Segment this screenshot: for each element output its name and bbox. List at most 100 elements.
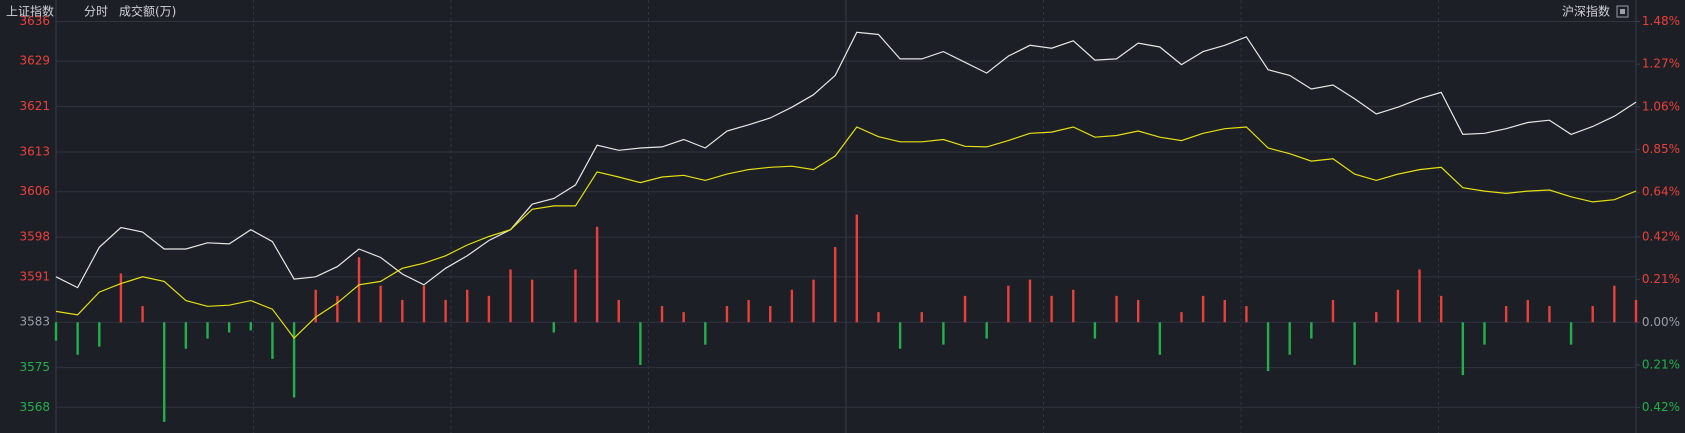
annotation: 成交额(万)	[119, 4, 176, 19]
volume-bar	[1050, 295, 1053, 323]
volume-bar	[271, 322, 274, 359]
volume-bar	[466, 289, 469, 323]
volume-bar	[1136, 299, 1140, 323]
volume-bar	[292, 322, 296, 398]
y2-tick-label: 0.21%	[1642, 357, 1680, 371]
volume-bar	[1331, 299, 1335, 323]
y-tick-label: 3621	[19, 99, 50, 113]
volume-bar	[1180, 312, 1183, 323]
volume-bar	[249, 322, 252, 331]
volume-bar	[1353, 322, 1356, 365]
chart-subtitle: 分时	[84, 5, 108, 19]
volume-bar	[379, 285, 382, 323]
chart-title: 上证指数	[6, 4, 54, 19]
volume-bar	[530, 279, 534, 323]
y-tick-label: 3591	[19, 269, 50, 283]
volume-bar	[54, 322, 58, 341]
volume-bar	[1548, 306, 1551, 323]
volume-bar	[725, 306, 729, 323]
volume-bar	[401, 299, 404, 323]
volume-bar	[1201, 295, 1205, 323]
y-tick-label: 3629	[19, 54, 50, 68]
y-tick-label: 3613	[19, 144, 50, 158]
volume-bar	[98, 322, 101, 347]
volume-bar	[487, 295, 491, 323]
volume-bar	[1634, 299, 1638, 323]
volume-bar	[595, 226, 599, 323]
volume-bar	[1007, 285, 1010, 323]
volume-bar	[1266, 322, 1270, 372]
volume-bar	[1375, 312, 1378, 323]
volume-bar	[163, 322, 166, 422]
volume-bar	[1158, 322, 1162, 355]
volume-bar	[747, 299, 750, 323]
y2-tick-label: 0.85%	[1642, 142, 1680, 156]
volume-bar	[444, 299, 447, 323]
toggle-icon-inner	[1620, 9, 1625, 14]
volume-bar	[1526, 299, 1529, 323]
volume-bar	[1440, 295, 1443, 323]
volume-bar	[877, 312, 880, 323]
volume-bar	[898, 322, 902, 349]
volume-bar	[682, 312, 685, 323]
volume-bar	[206, 322, 209, 339]
volume-bar	[1591, 306, 1594, 323]
y2-tick-label: 0.42%	[1642, 229, 1680, 243]
volume-bar	[812, 279, 815, 323]
y2-tick-label: 1.48%	[1642, 14, 1680, 28]
volume-bar	[227, 322, 231, 333]
volume-bar	[833, 247, 837, 323]
volume-bar	[357, 257, 361, 323]
volume-bar	[1310, 322, 1313, 339]
volume-bar	[336, 295, 339, 323]
y2-tick-label: 1.27%	[1642, 57, 1680, 71]
toggle-icon[interactable]	[1616, 5, 1629, 18]
volume-bar	[184, 322, 188, 349]
y2-tick-label: 1.06%	[1642, 99, 1680, 113]
volume-bar	[1245, 306, 1248, 323]
volume-bar	[855, 214, 859, 323]
volume-bar	[985, 322, 988, 339]
y-tick-label: 3606	[19, 184, 50, 198]
volume-bar	[920, 312, 923, 323]
volume-bar	[660, 306, 664, 323]
volume-bar	[1028, 279, 1032, 323]
volume-bar	[422, 285, 426, 323]
volume-bar	[141, 306, 144, 323]
volume-bar	[314, 289, 317, 323]
volume-bar	[1613, 285, 1616, 323]
right-title[interactable]: 沪深指数	[1562, 4, 1610, 19]
volume-bar	[509, 269, 512, 323]
volume-bar	[76, 322, 79, 355]
volume-bar	[617, 299, 620, 323]
volume-bar	[1504, 306, 1508, 323]
volume-bar	[1115, 295, 1118, 323]
volume-bar	[574, 269, 577, 323]
volume-bar	[704, 322, 707, 345]
volume-bar	[1569, 322, 1573, 345]
volume-bar	[1418, 269, 1421, 323]
volume-bar	[790, 289, 794, 323]
y-tick-label: 3568	[19, 400, 50, 414]
volume-bar	[1288, 322, 1291, 355]
volume-bar	[769, 306, 772, 323]
volume-bar	[119, 273, 123, 323]
volume-bar	[963, 295, 967, 323]
y2-tick-label: 0.64%	[1642, 185, 1680, 199]
price-line	[55, 31, 1637, 289]
y2-tick-label: 0.21%	[1642, 272, 1680, 286]
volume-bar	[552, 322, 556, 333]
volume-bar	[1396, 289, 1400, 323]
volume-bar	[639, 322, 642, 365]
y2-tick-label: 0.42%	[1642, 400, 1680, 414]
y-tick-label: 3636	[19, 14, 50, 28]
volume-bar	[1223, 299, 1226, 323]
y-tick-label: 3598	[19, 230, 50, 244]
y2-tick-label: 0.00%	[1642, 315, 1680, 329]
volume-bar	[1072, 289, 1075, 323]
volume-bar	[1093, 322, 1097, 339]
y-tick-label: 3583	[19, 315, 50, 329]
y-tick-label: 3575	[19, 360, 50, 374]
